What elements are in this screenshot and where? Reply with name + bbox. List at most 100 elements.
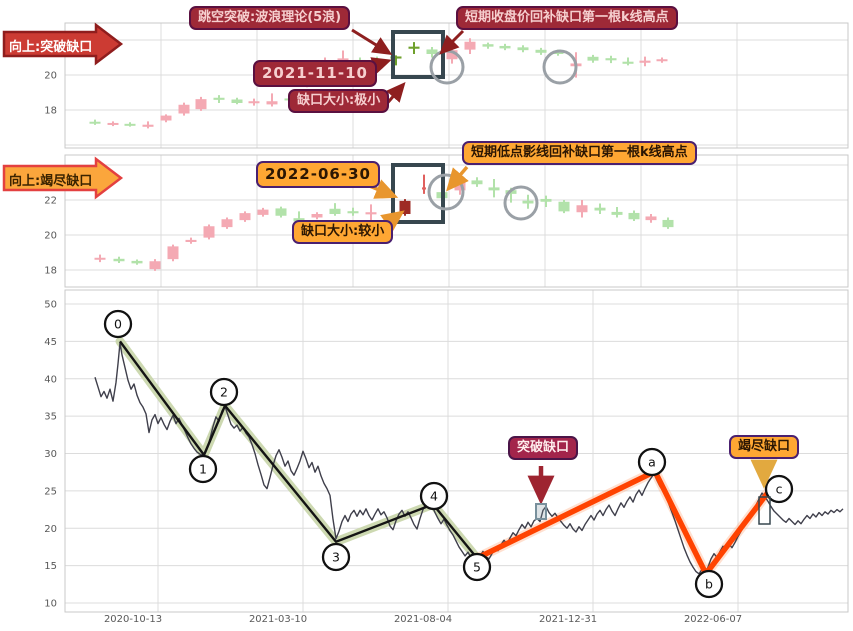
candle-body xyxy=(89,121,101,124)
candle-body xyxy=(408,46,420,49)
y-tick-label: 20 xyxy=(44,524,57,535)
wave-marker-b xyxy=(694,569,724,599)
annotation-gapsize-top: 缺口大小:极小 xyxy=(288,89,390,114)
wave-marker-label-b: b xyxy=(705,577,713,592)
annotation-breakout-gap: 突破缺口 xyxy=(508,436,579,461)
wave-marker-label-2: 2 xyxy=(220,385,228,400)
fill-arrow-mid xyxy=(446,165,469,192)
candle-body xyxy=(535,49,547,53)
candle-body xyxy=(221,219,233,228)
panel-frame xyxy=(64,154,849,288)
y-tick-label: 30 xyxy=(44,449,57,460)
wave-chart-layer: 0 1 2 3 4 5 a b c xyxy=(94,309,844,599)
candle-body xyxy=(311,214,323,218)
y-tick-label: 20 xyxy=(44,71,57,82)
candle-body xyxy=(422,187,426,190)
candle-body xyxy=(275,208,287,216)
candle-body xyxy=(645,216,657,221)
candle-body xyxy=(605,58,617,61)
fillback-circle-3 xyxy=(427,173,465,211)
candle-body xyxy=(399,200,411,214)
candle-body xyxy=(622,61,634,64)
candle-body xyxy=(185,239,197,242)
annotation-fill-mid: 短期低点影线回补缺口第一根k线高点 xyxy=(462,141,697,166)
y-tick-label: 22 xyxy=(44,196,57,207)
candle-body xyxy=(482,44,494,47)
candle-body xyxy=(195,99,207,110)
candle-body xyxy=(517,47,529,51)
candle-body xyxy=(149,261,161,270)
y-tick-label: 25 xyxy=(44,486,57,497)
theory-arrow xyxy=(351,28,393,56)
y-tick-label: 18 xyxy=(44,106,57,117)
candle-body xyxy=(107,122,119,125)
y-tick-label: 50 xyxy=(44,300,57,311)
annotation-fill-top: 短期收盘价回补缺口第一根k线高点 xyxy=(456,6,678,31)
wave-marker-label-4: 4 xyxy=(430,489,438,504)
wave-marker-3 xyxy=(321,542,351,572)
candle-body xyxy=(558,201,570,212)
candle-body xyxy=(94,257,106,260)
correction-wave-line xyxy=(474,468,771,577)
impulse-wave-line xyxy=(119,340,478,559)
candle-body xyxy=(178,104,190,114)
x-tick-label: 2021-03-10 xyxy=(249,614,307,625)
fill-arrow-top xyxy=(439,29,465,55)
candle-body xyxy=(160,115,172,121)
breakaway-banner-label: 向上:突破缺口 xyxy=(9,40,93,55)
candle-body xyxy=(656,59,668,62)
exhaustion-banner-label: 向上:竭尽缺口 xyxy=(9,174,93,189)
wave-marker-1 xyxy=(188,454,218,484)
exhaustion-gap-marker xyxy=(758,496,771,525)
candle-body xyxy=(365,212,377,215)
candle-body xyxy=(131,260,143,264)
annotation-date-top: 2021-11-10 xyxy=(253,60,377,87)
candle-body xyxy=(471,180,483,185)
gridlines-layer xyxy=(64,22,849,613)
wave-marker-label-a: a xyxy=(648,455,656,470)
candle-body xyxy=(231,99,243,103)
breakout-gap-marker xyxy=(535,503,547,520)
candle-body xyxy=(124,123,136,126)
y-tick-label: 35 xyxy=(44,412,57,423)
candle-body xyxy=(594,207,606,211)
x-tick-label: 2021-12-31 xyxy=(539,614,597,625)
candle-body xyxy=(576,205,588,213)
candle-body xyxy=(628,212,640,220)
wave-marker-a xyxy=(637,447,667,477)
candle-body xyxy=(488,187,500,191)
candle-body xyxy=(257,209,269,215)
candle-body xyxy=(203,226,215,238)
annotation-theory: 跳空突破:波浪理论(5浪) xyxy=(189,6,351,31)
x-tick-label: 2020-10-13 xyxy=(104,614,162,625)
candle-body xyxy=(113,258,125,262)
impulse-wave-glow xyxy=(115,336,482,563)
candle-body xyxy=(213,97,225,100)
wave-marker-label-c: c xyxy=(776,482,783,497)
candle-body xyxy=(587,56,599,61)
candle-body xyxy=(390,56,402,59)
candle-body xyxy=(248,101,260,104)
wave-marker-2 xyxy=(209,377,239,407)
candle-body xyxy=(142,124,154,127)
exhaustion-banner-shape xyxy=(2,156,124,200)
y-tick-label: 45 xyxy=(44,337,57,348)
wave-marker-label-0: 0 xyxy=(114,317,122,332)
wave-marker-label-1: 1 xyxy=(199,462,207,477)
candle-body xyxy=(499,45,511,49)
candle-body xyxy=(266,101,278,105)
annotation-gapsize-mid: 缺口大小:较小 xyxy=(292,220,394,245)
wave-marker-0 xyxy=(103,309,133,339)
y-tick-label: 18 xyxy=(44,266,57,277)
panel-frame xyxy=(64,289,849,613)
wave-marker-label-3: 3 xyxy=(332,550,340,565)
candle-body xyxy=(426,49,438,54)
candle-body xyxy=(522,200,534,204)
y-tick-label: 10 xyxy=(44,599,57,610)
y-tick-label: 40 xyxy=(44,374,57,385)
candle-body xyxy=(639,60,651,63)
candle-body xyxy=(347,211,359,214)
annotation-date-mid: 2022-06-30 xyxy=(256,161,380,188)
